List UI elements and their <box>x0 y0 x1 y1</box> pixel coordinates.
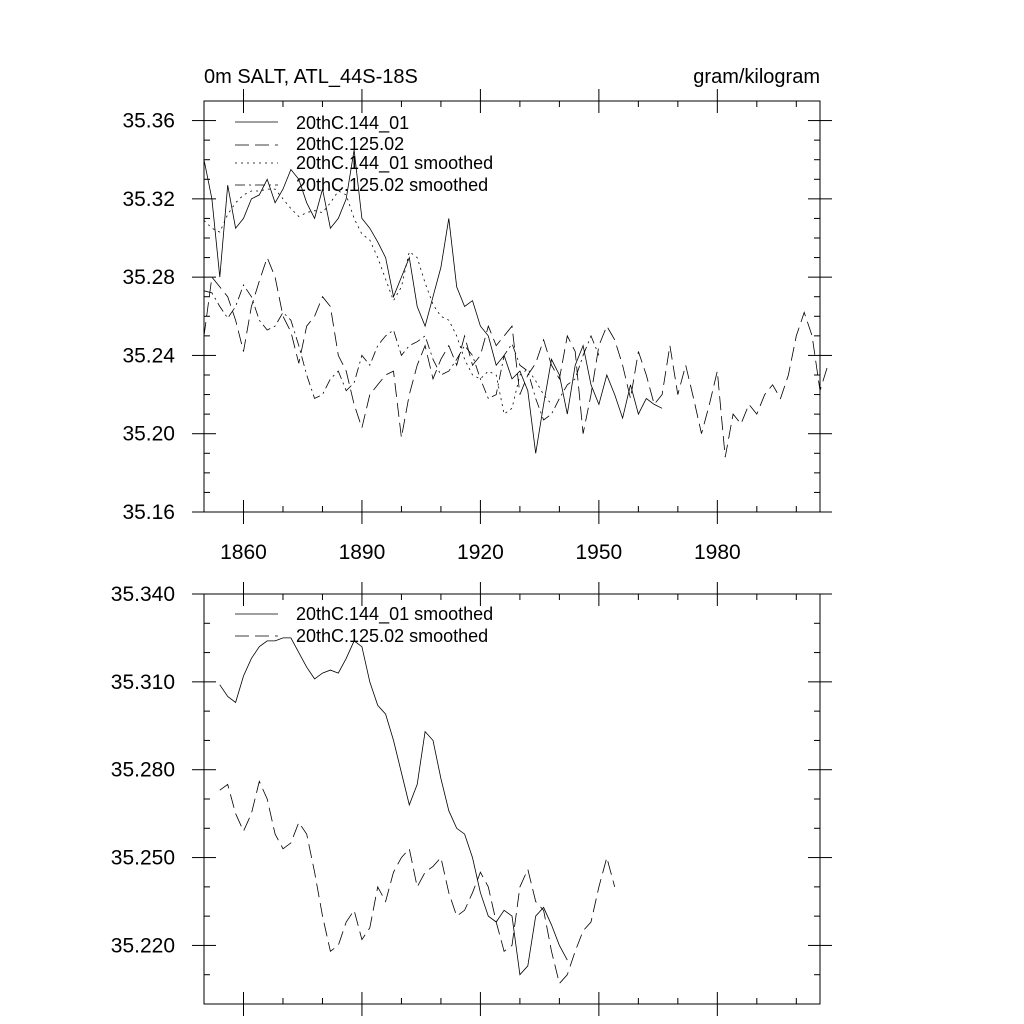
y-tick-label: 35.220 <box>111 934 175 957</box>
y-tick-label: 35.32 <box>122 188 175 211</box>
top-y-axis: 35.16 35.20 35.24 35.28 35.32 35.36 <box>122 100 832 524</box>
top-panel: 0m SALT, ATL_44S-18S gram/kilogram 1860 1… <box>122 66 832 564</box>
top-legend: 20thC.144_01 20thC.125.02 20thC.144_01 s… <box>235 113 493 195</box>
y-tick-label: 35.250 <box>111 847 175 870</box>
bottom-y-axis: 35.220 35.250 35.280 35.310 35.340 <box>111 583 832 1005</box>
series-line-20thc-144-01-smoothed <box>203 188 552 415</box>
series-line-20thc-125-02 <box>203 256 829 458</box>
y-tick-label: 35.20 <box>122 423 175 446</box>
series-line-20thc-144-01-smoothed <box>219 637 568 976</box>
bottom-panel: 35.220 35.250 35.280 35.310 35.340 20thC.144… <box>111 582 832 1016</box>
top-plot-lines <box>203 149 829 458</box>
bottom-x-axis <box>242 582 797 1016</box>
y-tick-label: 35.36 <box>122 110 175 133</box>
chart-units: gram/kilogram <box>693 66 820 88</box>
top-plot-frame <box>203 100 821 513</box>
series-line-20thc-125-02-smoothed <box>219 780 616 985</box>
bottom-plot-lines <box>219 637 616 985</box>
x-tick-label: 1890 <box>339 541 386 564</box>
series-line-20thc-125-02-smoothed <box>203 284 600 421</box>
y-tick-label: 35.310 <box>111 671 175 694</box>
chart-title: 0m SALT, ATL_44S-18S <box>204 66 418 88</box>
x-tick-label: 1980 <box>694 541 741 564</box>
bottom-legend: 20thC.144_01 smoothed 20thC.125.02 smoot… <box>235 604 493 646</box>
top-x-axis: 1860 1890 1920 1950 1980 <box>220 89 797 564</box>
y-tick-label: 35.280 <box>111 759 175 782</box>
y-tick-label: 35.28 <box>122 266 175 289</box>
legend-label-125-02-smoothed: 20thC.125.02 smoothed <box>296 175 488 195</box>
y-tick-label: 35.16 <box>122 501 175 524</box>
y-tick-label: 35.340 <box>111 583 175 606</box>
legend-label-125-02: 20thC.125.02 <box>296 134 404 154</box>
legend-label-144-01: 20thC.144_01 <box>296 113 409 134</box>
x-tick-label: 1860 <box>220 541 267 564</box>
legend-label-144-01-smoothed: 20thC.144_01 smoothed <box>296 153 493 174</box>
legend-label-125-02-smoothed-b: 20thC.125.02 smoothed <box>296 626 488 646</box>
legend-label-144-01-smoothed-b: 20thC.144_01 smoothed <box>296 604 493 625</box>
y-tick-label: 35.24 <box>122 344 175 367</box>
series-line-20thc-144-01 <box>203 149 663 454</box>
x-tick-label: 1950 <box>576 541 623 564</box>
x-tick-label: 1920 <box>457 541 504 564</box>
